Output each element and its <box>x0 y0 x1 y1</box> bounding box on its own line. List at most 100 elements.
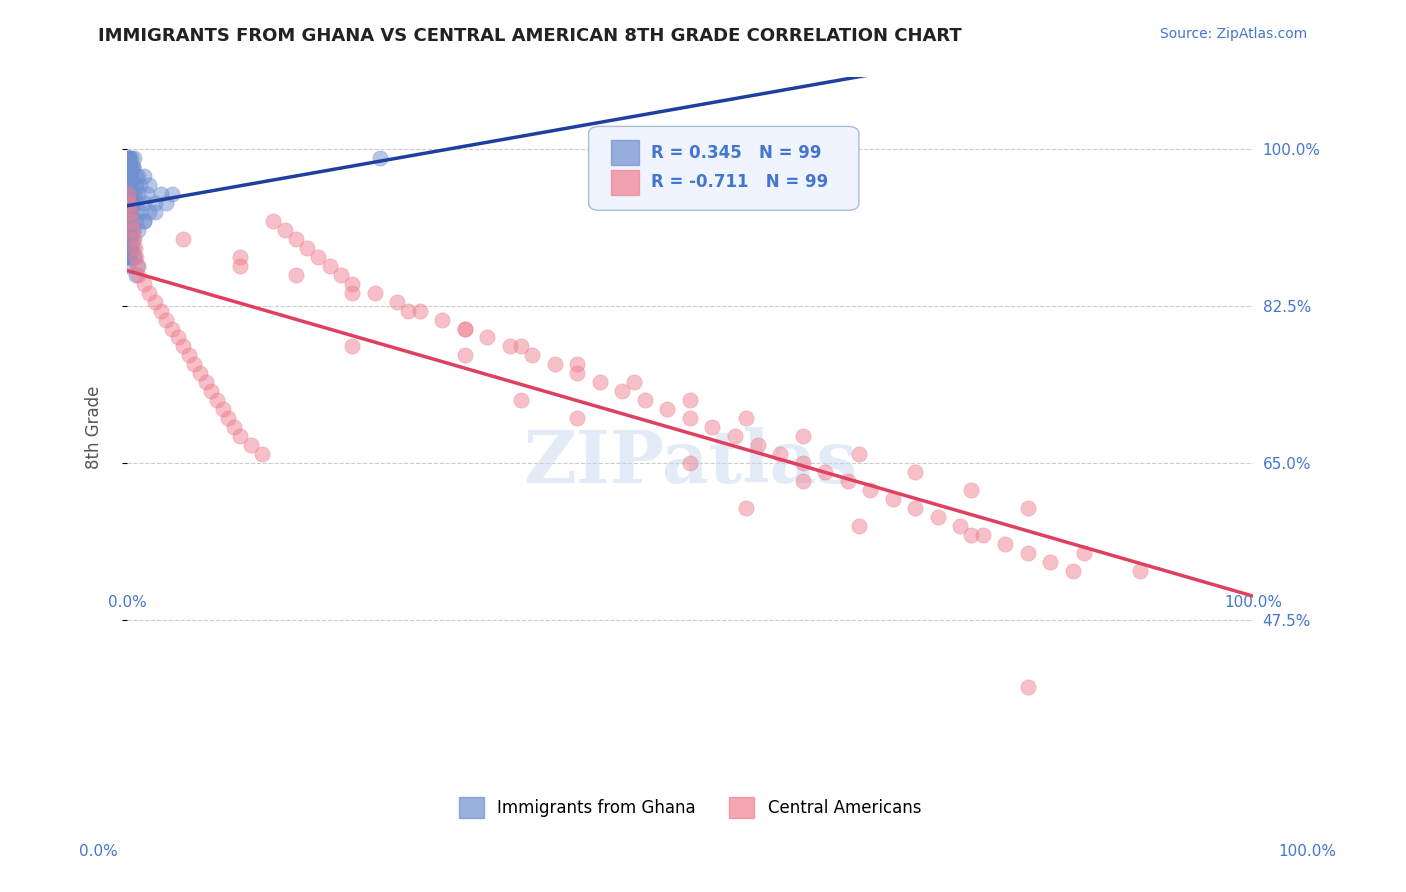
Text: 0.0%: 0.0% <box>79 845 118 859</box>
Point <box>960 528 983 542</box>
Point <box>120 241 142 255</box>
Y-axis label: 8th Grade: 8th Grade <box>86 385 103 469</box>
Bar <box>612 170 640 195</box>
Point <box>136 187 159 202</box>
Text: R = -0.711   N = 99: R = -0.711 N = 99 <box>651 173 828 192</box>
Point <box>679 411 702 425</box>
Point <box>125 178 148 192</box>
Point <box>702 420 724 434</box>
Point <box>120 160 142 174</box>
Point <box>118 241 141 255</box>
Point <box>117 232 139 246</box>
Point <box>735 411 758 425</box>
Point <box>149 303 172 318</box>
Point <box>121 223 143 237</box>
Point <box>623 376 645 390</box>
Point <box>118 223 141 237</box>
Point <box>138 178 160 192</box>
Point <box>340 339 363 353</box>
Point <box>118 151 141 165</box>
Point <box>120 178 142 192</box>
Point <box>972 528 994 542</box>
Point <box>166 330 188 344</box>
Point <box>117 196 139 211</box>
Point <box>211 402 233 417</box>
Point <box>118 187 141 202</box>
Point <box>340 277 363 291</box>
Point <box>250 447 273 461</box>
Point <box>122 250 145 264</box>
Point <box>120 151 142 165</box>
Point <box>118 223 141 237</box>
Point <box>117 214 139 228</box>
Point <box>117 250 139 264</box>
Point <box>368 151 391 165</box>
Point <box>612 384 634 399</box>
Point <box>120 205 142 219</box>
Point <box>1017 546 1039 560</box>
Point <box>155 196 177 211</box>
Point <box>125 214 148 228</box>
Point <box>118 205 141 219</box>
Point <box>120 178 142 192</box>
Point <box>949 518 972 533</box>
Bar <box>612 140 640 165</box>
Point <box>120 178 142 192</box>
Point <box>118 196 141 211</box>
Point <box>432 312 454 326</box>
Point <box>522 348 544 362</box>
Point <box>120 205 142 219</box>
Point <box>132 277 155 291</box>
Point <box>117 151 139 165</box>
Point <box>118 196 141 211</box>
Point <box>120 187 142 202</box>
Point <box>454 321 477 335</box>
Text: 0.0%: 0.0% <box>107 595 146 610</box>
Point <box>118 196 141 211</box>
Point <box>132 196 155 211</box>
Point <box>124 178 146 192</box>
Point <box>510 393 533 408</box>
Point <box>118 250 141 264</box>
Text: IMMIGRANTS FROM GHANA VS CENTRAL AMERICAN 8TH GRADE CORRELATION CHART: IMMIGRANTS FROM GHANA VS CENTRAL AMERICA… <box>98 27 962 45</box>
Text: ZIPatlas: ZIPatlas <box>523 426 858 498</box>
Point <box>1039 555 1062 569</box>
Point <box>132 214 155 228</box>
Text: 100.0%: 100.0% <box>1225 595 1282 610</box>
Point <box>129 178 152 192</box>
Point <box>118 241 141 255</box>
Point <box>127 259 149 273</box>
Point <box>882 491 904 506</box>
Point <box>284 232 307 246</box>
Point <box>132 169 155 183</box>
Point <box>120 196 142 211</box>
Point <box>792 429 814 443</box>
Point <box>125 169 148 183</box>
Point <box>544 358 567 372</box>
Point <box>120 205 142 219</box>
Point <box>127 187 149 202</box>
Point <box>118 223 141 237</box>
Point <box>120 205 142 219</box>
Point <box>848 518 870 533</box>
Point <box>118 151 141 165</box>
Text: 100.0%: 100.0% <box>1278 845 1337 859</box>
Point <box>284 268 307 282</box>
Point <box>454 348 477 362</box>
Point <box>121 223 143 237</box>
Point <box>118 205 141 219</box>
Point <box>222 420 245 434</box>
Point <box>118 169 141 183</box>
Point <box>814 465 837 479</box>
Point <box>307 250 329 264</box>
Point <box>848 447 870 461</box>
Point <box>567 367 589 381</box>
Point <box>117 160 139 174</box>
Point <box>363 285 385 300</box>
Point <box>769 447 792 461</box>
Point <box>138 205 160 219</box>
Point <box>1062 564 1084 578</box>
Point <box>679 456 702 470</box>
Point <box>408 303 430 318</box>
Point <box>228 429 250 443</box>
